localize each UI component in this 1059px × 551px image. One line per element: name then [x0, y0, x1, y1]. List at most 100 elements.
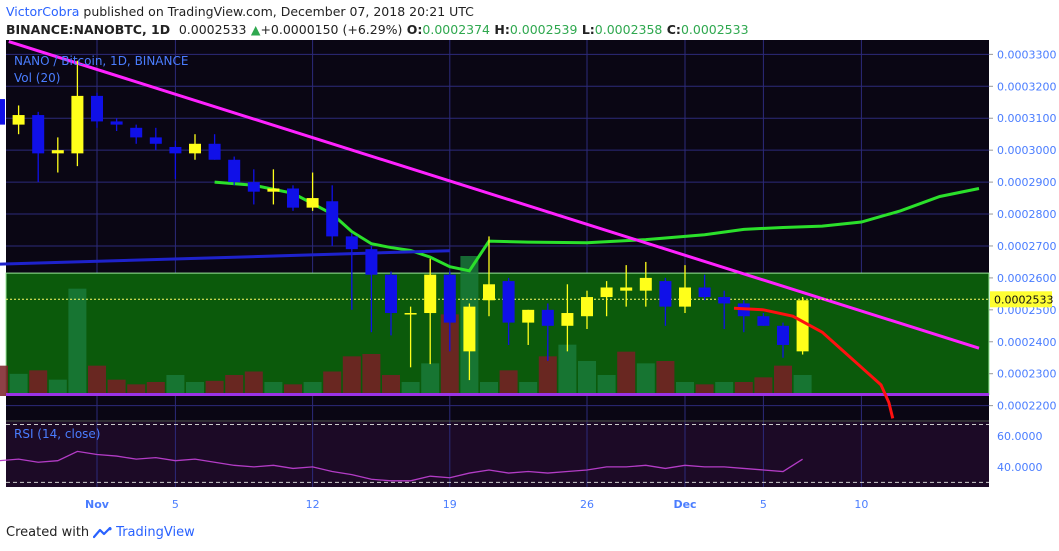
candle-body — [326, 201, 339, 237]
publish-info: published on TradingView.com, December 0… — [79, 4, 474, 19]
volume-bar — [146, 382, 165, 396]
candle-body — [639, 277, 652, 291]
price-axis[interactable] — [989, 40, 1059, 487]
high-value: 0.0002539 — [509, 22, 578, 37]
rsi-tick-label: 40.0000 — [997, 461, 1043, 474]
price-tick-label: 0.0003000 — [997, 144, 1057, 157]
ohlc-line: BINANCE:NANOBTC, 1D 0.0002533 ▲+0.000015… — [6, 22, 749, 37]
volume-bar — [499, 370, 518, 396]
volume-bar — [695, 384, 714, 396]
range-zone — [5, 272, 990, 395]
price-tick-label: 0.0002600 — [997, 272, 1057, 285]
time-tick-label: 26 — [580, 498, 594, 511]
low-value: 0.0002358 — [594, 22, 663, 37]
close-label: C: — [666, 22, 681, 37]
chart-background — [6, 40, 989, 487]
volume-bar — [597, 375, 616, 396]
candle-body — [91, 95, 103, 122]
price-tick-label: 0.0003300 — [997, 48, 1057, 61]
candle-body — [189, 143, 201, 154]
publish-line: VictorCobra published on TradingView.com… — [6, 4, 474, 19]
candle-body — [502, 281, 515, 323]
candle-body — [561, 313, 574, 326]
projection-curve[interactable] — [733, 306, 895, 419]
candle-body — [345, 236, 358, 250]
volume-bar — [166, 375, 185, 396]
candle-body — [659, 281, 672, 307]
candle-body — [228, 159, 241, 183]
candle-body — [110, 121, 123, 125]
open-label: O: — [406, 22, 423, 37]
time-tick-label: Dec — [673, 498, 696, 511]
time-tick-label: 19 — [443, 498, 457, 511]
volume-bar — [538, 356, 557, 396]
open-value: 0.0002374 — [422, 22, 491, 37]
time-tick-label: 10 — [854, 498, 868, 511]
volume-bar — [342, 356, 361, 396]
volume-bar — [225, 375, 244, 396]
candle-body — [777, 325, 789, 345]
candle-body — [522, 309, 535, 323]
volume-bar — [754, 377, 773, 396]
price-chart[interactable]: 0.0003300 0.0003200 0.0003100 0.0003000 0.00… — [0, 40, 1059, 512]
price-tick-label: 0.0003200 — [997, 80, 1057, 93]
candle-body — [718, 297, 731, 304]
time-tick-label: 12 — [306, 498, 320, 511]
high-label: H: — [494, 22, 510, 37]
candlesticks — [0, 60, 809, 381]
time-tick-label: Nov — [85, 498, 110, 511]
last-price-tag-text: 0.0002533 — [994, 293, 1054, 306]
candle-body — [424, 274, 437, 314]
rsi-line[interactable] — [0, 450, 803, 482]
low-label: L: — [581, 22, 595, 37]
price-tick-label: 0.0002800 — [997, 208, 1057, 221]
created-with-label: Created with — [6, 525, 90, 540]
change-value: +0.0000150 (+6.29%) — [260, 22, 403, 37]
volume-bars — [0, 256, 812, 396]
volume-bar — [107, 379, 126, 396]
volume-bar — [264, 382, 283, 396]
volume-bar — [0, 365, 8, 396]
rsi-tick-label: 60.0000 — [997, 430, 1043, 443]
volume-bar — [519, 382, 538, 396]
volume-legend: Vol (20) — [14, 71, 60, 85]
volume-bar — [303, 382, 322, 396]
volume-bar — [205, 380, 224, 396]
last-price-tag: 0.0002533 — [990, 291, 1054, 308]
volume-bar — [88, 365, 106, 396]
volume-bar — [362, 354, 381, 396]
close-value: 0.0002533 — [680, 22, 749, 37]
volume-bar — [715, 382, 734, 396]
candle-body — [0, 99, 5, 125]
volume-bar — [401, 382, 420, 396]
volume-bar — [127, 384, 146, 396]
candle-body — [404, 313, 417, 315]
price-tick-label: 0.0002200 — [997, 400, 1057, 413]
volume-bar — [421, 363, 440, 396]
volume-bar — [578, 361, 596, 396]
candle-body — [541, 309, 554, 326]
price-tick-label: 0.0003100 — [997, 112, 1057, 125]
volume-bar — [68, 288, 87, 396]
candle-body — [287, 188, 299, 208]
candle-body — [757, 316, 770, 326]
resistance-trendline[interactable] — [8, 40, 980, 350]
candle-body — [12, 115, 25, 125]
candle-body — [71, 95, 84, 154]
price-tick-label: 0.0002900 — [997, 176, 1057, 189]
candle-body — [51, 150, 64, 154]
candle-body — [208, 143, 221, 160]
volume-bar — [480, 382, 498, 396]
candle-body — [169, 146, 182, 154]
tradingview-link[interactable]: TradingView — [93, 525, 195, 540]
volume-bar — [656, 361, 675, 396]
volume-bar — [793, 375, 812, 396]
author-link[interactable]: VictorCobra — [6, 4, 80, 19]
tradingview-logo-icon — [93, 526, 112, 538]
chart-title: NANO / Bitcoin, 1D, BINANCE — [14, 54, 188, 68]
symbol-label: BINANCE:NANOBTC, 1D — [6, 22, 171, 37]
volume-bar — [29, 370, 48, 396]
candle-body — [679, 287, 691, 307]
price-axis-labels: 0.0003300 0.0003200 0.0003100 0.0003000 0.00… — [989, 48, 1057, 474]
volume-bar — [323, 371, 342, 396]
